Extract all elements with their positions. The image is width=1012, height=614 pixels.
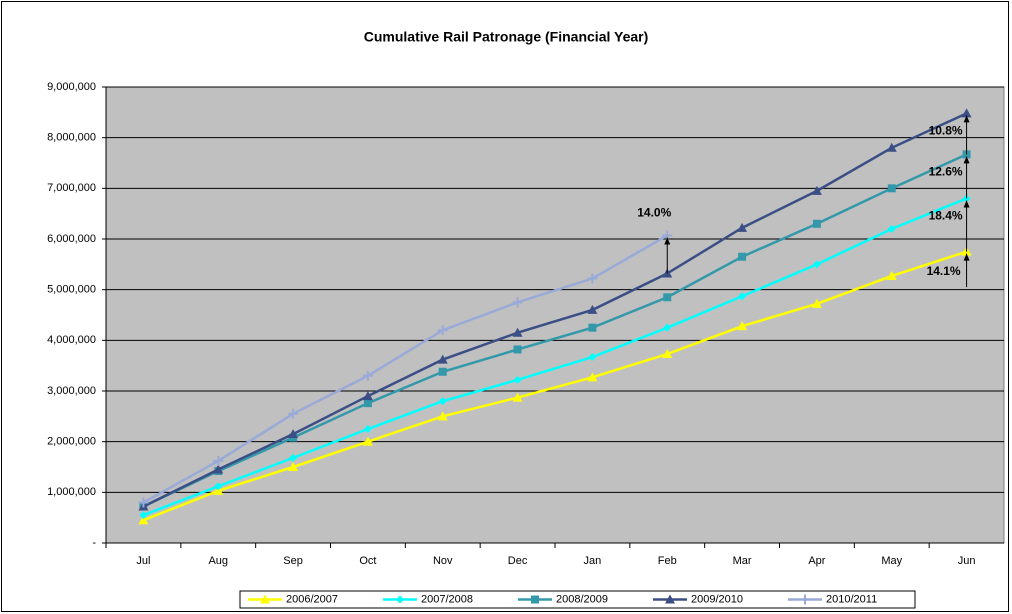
marker bbox=[662, 349, 673, 359]
y-tick-label: 3,000,000 bbox=[47, 385, 96, 397]
x-tick-label: Jan bbox=[584, 555, 602, 567]
marker bbox=[738, 292, 747, 301]
marker bbox=[663, 323, 672, 332]
marker bbox=[362, 391, 373, 401]
marker bbox=[738, 252, 747, 261]
marker bbox=[588, 323, 597, 332]
plot-area bbox=[105, 86, 1005, 544]
marker bbox=[512, 392, 523, 402]
marker bbox=[396, 595, 404, 604]
y-tick-label: 9,000,000 bbox=[47, 81, 96, 93]
marker bbox=[363, 399, 372, 408]
marker bbox=[512, 297, 523, 308]
marker bbox=[437, 354, 448, 364]
marker bbox=[737, 321, 748, 331]
x-tick-label: Jul bbox=[136, 555, 150, 567]
y-tick-label: 2,000,000 bbox=[47, 436, 96, 448]
marker bbox=[214, 482, 223, 491]
marker bbox=[812, 260, 821, 269]
x-tick-label: Mar bbox=[733, 555, 752, 567]
marker bbox=[288, 462, 299, 471]
marker bbox=[288, 408, 299, 419]
marker bbox=[587, 273, 598, 284]
y-tick-label: 5,000,000 bbox=[47, 284, 96, 296]
annotation: 12.6% bbox=[929, 165, 963, 179]
y-tick-label: 4,000,000 bbox=[47, 334, 96, 346]
marker bbox=[213, 485, 224, 495]
annotation: 14.0% bbox=[637, 206, 671, 220]
x-tick-label: Oct bbox=[359, 555, 376, 567]
legend-label: 2006/2007 bbox=[286, 593, 338, 605]
x-tick-label: Dec bbox=[508, 555, 528, 567]
annotation: 14.1% bbox=[927, 264, 961, 278]
series-line bbox=[142, 197, 968, 517]
marker bbox=[587, 372, 598, 382]
annotation: 10.8% bbox=[929, 124, 963, 138]
marker bbox=[961, 108, 972, 118]
marker bbox=[260, 594, 270, 604]
marker bbox=[886, 270, 897, 280]
marker bbox=[289, 453, 298, 462]
marker bbox=[138, 497, 149, 508]
series-line bbox=[142, 153, 968, 508]
marker bbox=[363, 425, 372, 433]
marker bbox=[812, 219, 821, 228]
y-tick-label: 7,000,000 bbox=[47, 182, 96, 194]
x-tick-label: Jun bbox=[958, 555, 976, 567]
marker bbox=[811, 298, 822, 308]
series-line bbox=[142, 234, 668, 504]
marker bbox=[531, 595, 539, 604]
marker bbox=[213, 464, 224, 474]
legend bbox=[239, 590, 916, 609]
chart-title: Cumulative Rail Patronage (Financial Yea… bbox=[364, 29, 649, 45]
marker bbox=[437, 411, 448, 421]
marker bbox=[512, 327, 523, 337]
marker bbox=[588, 353, 597, 362]
legend-label: 2008/2009 bbox=[556, 593, 608, 605]
legend-label: 2010/2011 bbox=[826, 593, 877, 605]
x-tick-label: May bbox=[881, 555, 902, 567]
marker bbox=[138, 515, 149, 525]
marker bbox=[437, 325, 448, 336]
arrow-head bbox=[963, 253, 970, 261]
x-tick-label: Aug bbox=[208, 555, 228, 567]
arrow-head bbox=[963, 115, 970, 123]
marker bbox=[288, 429, 299, 439]
x-tick-label: Apr bbox=[808, 555, 825, 567]
series-line bbox=[142, 250, 967, 522]
marker bbox=[362, 436, 373, 446]
arrow-head bbox=[963, 156, 970, 164]
marker bbox=[213, 455, 224, 466]
y-tick-label: 8,000,000 bbox=[47, 132, 96, 144]
y-tick-label: 6,000,000 bbox=[47, 233, 96, 245]
marker bbox=[513, 375, 522, 384]
marker bbox=[811, 185, 822, 195]
x-tick-label: Sep bbox=[283, 555, 303, 567]
marker bbox=[438, 397, 447, 406]
marker bbox=[800, 594, 810, 605]
marker bbox=[737, 222, 748, 232]
marker bbox=[886, 142, 897, 152]
marker bbox=[438, 367, 447, 376]
legend-label: 2007/2008 bbox=[421, 593, 473, 605]
marker bbox=[513, 345, 522, 354]
annotation: 18.4% bbox=[929, 209, 963, 223]
arrow-head bbox=[963, 200, 970, 208]
series-line bbox=[142, 112, 968, 508]
x-tick-label: Feb bbox=[658, 555, 677, 567]
marker bbox=[665, 594, 675, 604]
marker bbox=[587, 304, 598, 314]
marker bbox=[887, 184, 896, 193]
y-tick-label: - bbox=[92, 537, 96, 549]
x-tick-label: Nov bbox=[433, 555, 453, 567]
marker bbox=[887, 224, 896, 233]
marker bbox=[362, 370, 373, 381]
legend-label: 2009/2010 bbox=[691, 593, 743, 605]
arrow-head bbox=[664, 237, 671, 245]
marker bbox=[139, 511, 148, 520]
y-tick-label: 1,000,000 bbox=[47, 486, 96, 498]
marker bbox=[663, 293, 672, 302]
